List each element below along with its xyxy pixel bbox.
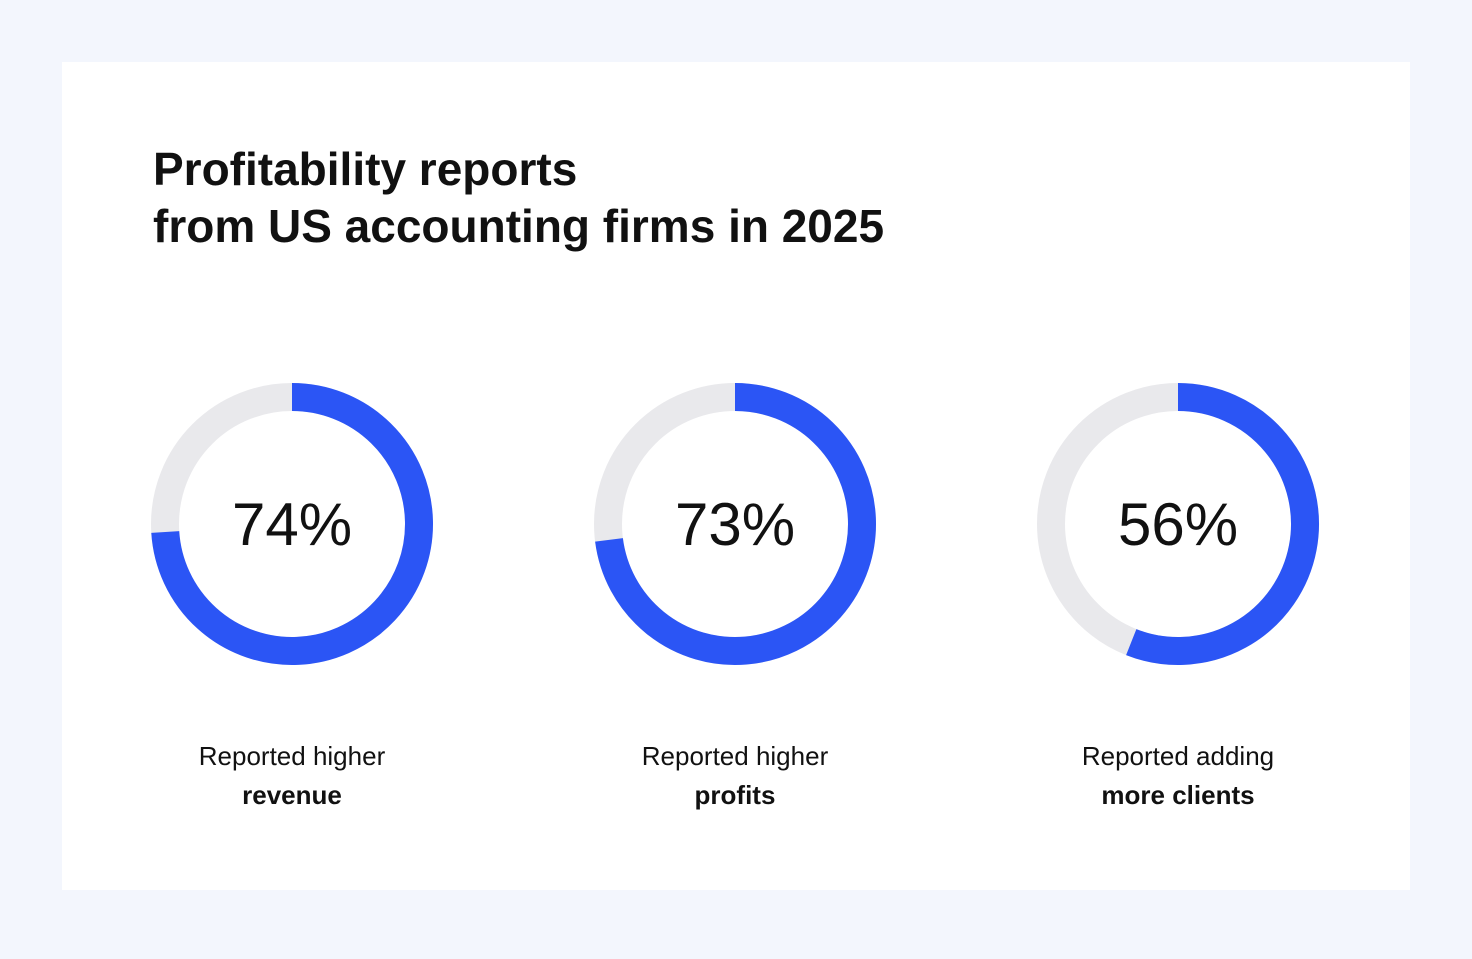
caption-bold: revenue: [242, 780, 342, 810]
title-line: from US accounting firms in 2025: [153, 200, 884, 252]
ring-arc: [151, 383, 433, 665]
caption: Reported higher: [642, 741, 829, 771]
caption-bold: profits: [695, 780, 776, 810]
caption: Reported higher: [199, 741, 386, 771]
ring-arc: [595, 383, 876, 665]
caption: Reported adding: [1082, 741, 1274, 771]
value-label: 73%: [675, 491, 795, 558]
ring-arc: [1126, 383, 1319, 665]
caption-bold: more clients: [1101, 780, 1254, 810]
title-line: Profitability reports: [153, 143, 577, 195]
card: [62, 62, 1410, 890]
value-label: 74%: [232, 491, 352, 558]
value-label: 56%: [1118, 491, 1238, 558]
